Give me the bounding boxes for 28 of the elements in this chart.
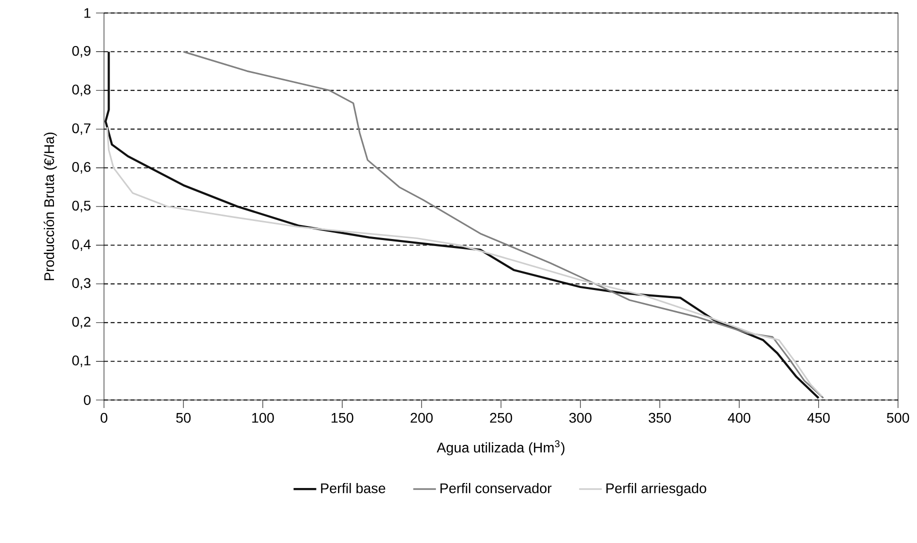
- y-tick-label: 0,8: [72, 84, 91, 96]
- x-tick-label: 50: [176, 412, 191, 423]
- x-tick-label: 100: [252, 412, 274, 423]
- x-axis-title: Agua utilizada (Hm$^{3}$): [436, 440, 564, 456]
- x-tick-label: 300: [569, 412, 592, 423]
- x-tick-label: 500: [886, 412, 910, 423]
- legend-label: Perfil base: [321, 482, 386, 494]
- line-series: [106, 126, 823, 397]
- y-tick-label: 0,5: [72, 200, 91, 212]
- y-tick-label: 0: [84, 395, 91, 405]
- y-tick-label: 0,4: [72, 239, 91, 251]
- legend-label: Perfil conservador: [440, 482, 552, 494]
- x-tick-label: 200: [410, 412, 433, 423]
- x-tick-label: 450: [807, 412, 830, 423]
- x-tick-label: 350: [648, 412, 671, 423]
- x-tick-label: 150: [332, 412, 354, 423]
- x-tick-label: 0: [100, 412, 108, 423]
- y-axis-title: Producción Bruta (€/Ha): [44, 132, 57, 280]
- x-tick-label: 250: [490, 412, 512, 423]
- y-tick-label: 0,7: [72, 123, 90, 135]
- y-tick-label: 0,3: [72, 278, 91, 290]
- y-tick-label: 0,2: [72, 316, 90, 328]
- y-tick-label: 1: [84, 8, 90, 18]
- x-tick-label: 400: [728, 412, 750, 423]
- y-tick-label: 0,6: [72, 162, 91, 174]
- y-tick-label: 0,1: [72, 356, 90, 368]
- y-tick-label: 0,9: [72, 46, 90, 58]
- legend-label: Perfil arriesgado: [606, 482, 706, 496]
